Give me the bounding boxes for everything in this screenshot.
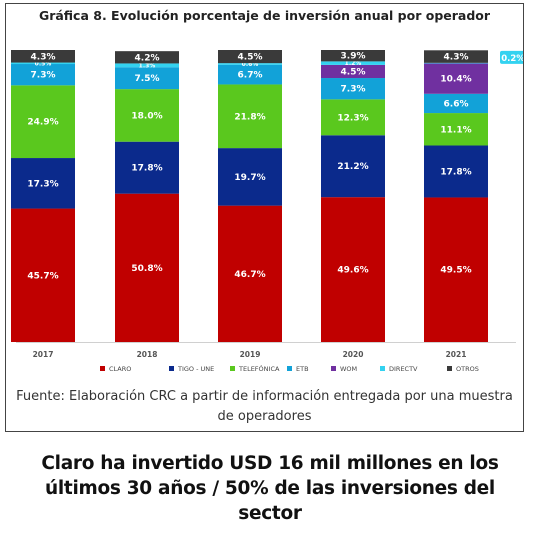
x-tick-label-2017: 2017 — [33, 350, 54, 359]
legend-label-otros: OTROS — [456, 365, 479, 373]
stacked-bar-chart: 45.7%17.3%24.9%7.3%0.5%4.3%201750.8%17.8… — [11, 50, 523, 373]
legend-label-claro: CLARO — [109, 365, 131, 373]
data-label-claro-2019: 46.7% — [234, 270, 265, 280]
data-label-etb-2021: 6.6% — [444, 99, 469, 109]
data-label-etb-2020: 7.3% — [341, 85, 366, 95]
bar-segment-otros-2018 — [115, 51, 179, 64]
bar-segment-claro-2021 — [424, 197, 488, 342]
bar-segment-etb-2018 — [115, 67, 179, 90]
bar-segment-tigo-une-2017 — [11, 158, 75, 209]
data-label-claro-2017: 45.7% — [27, 271, 58, 281]
source-note: Fuente: Elaboración CRC a partir de info… — [16, 389, 513, 424]
bar-segment-directv-2021 — [424, 62, 488, 64]
bar-segment-telef-nica-2021 — [424, 113, 488, 146]
bar-segment-directv-2019 — [218, 63, 282, 65]
chart-title: Gráfica 8. Evolución porcentaje de inver… — [38, 8, 491, 23]
data-label-claro-2021: 49.5% — [440, 266, 471, 276]
legend-swatch-telef-nica — [230, 366, 235, 371]
bar-segment-etb-2021 — [424, 93, 488, 114]
data-label-otros-2019: 4.5% — [238, 53, 263, 63]
data-label-directv-2021: 0.2% — [501, 54, 523, 64]
bar-segment-claro-2017 — [11, 208, 75, 342]
bar-segment-claro-2018 — [115, 193, 179, 342]
legend-swatch-tigo-une — [169, 366, 174, 371]
data-label-wom-2021: 10.4% — [440, 75, 471, 85]
data-label-claro-2020: 49.6% — [337, 266, 368, 276]
bar-segment-telef-nica-2019 — [218, 84, 282, 149]
bar-segment-tigo-une-2020 — [321, 135, 385, 198]
bar-segment-claro-2019 — [218, 205, 282, 342]
data-label-etb-2017: 7.3% — [31, 71, 56, 81]
bar-segment-tigo-une-2021 — [424, 145, 488, 198]
bar-segment-wom-2021 — [424, 63, 488, 94]
bar-segment-otros-2017 — [11, 50, 75, 63]
data-label-wom-2020: 4.5% — [341, 67, 366, 77]
data-label-tigo-une-2018: 17.8% — [131, 164, 162, 174]
x-tick-label-2019: 2019 — [240, 350, 261, 359]
data-label-tigo-une-2019: 19.7% — [234, 173, 265, 183]
x-tick-label-2021: 2021 — [446, 350, 467, 359]
bar-segment-etb-2019 — [218, 64, 282, 85]
bar-segment-directv-2020 — [321, 61, 385, 65]
data-label-etb-2018: 7.5% — [135, 74, 160, 84]
data-label-tigo-une-2020: 21.2% — [337, 162, 368, 172]
legend-label-directv: DIRECTV — [389, 365, 418, 373]
legend-label-telef-nica: TELEFÓNICA — [238, 364, 280, 373]
bar-segment-etb-2017 — [11, 64, 75, 86]
data-label-directv-2017: 0.5% — [35, 60, 52, 67]
headline: Claro ha invertido USD 16 mil millones e… — [41, 453, 499, 524]
data-label-otros-2018: 4.2% — [135, 53, 160, 63]
legend-swatch-etb — [287, 366, 292, 371]
legend-swatch-directv — [380, 366, 385, 371]
legend-swatch-otros — [447, 366, 452, 371]
data-label-otros-2021: 4.3% — [444, 53, 469, 63]
bar-segment-otros-2019 — [218, 50, 282, 64]
bar-segment-directv-2018 — [115, 63, 179, 68]
bar-segment-directv-2017 — [11, 62, 75, 65]
bar-segment-etb-2020 — [321, 78, 385, 100]
data-label-otros-2017: 4.3% — [31, 52, 56, 62]
data-label-telef-nica-2020: 12.3% — [337, 113, 368, 123]
bar-segment-otros-2020 — [321, 50, 385, 62]
data-label-directv-2020: 1.2% — [345, 60, 362, 67]
bar-segment-claro-2020 — [321, 197, 385, 342]
bar-segment-tigo-une-2019 — [218, 148, 282, 206]
data-label-etb-2019: 6.7% — [238, 71, 263, 81]
bar-segment-telef-nica-2017 — [11, 85, 75, 159]
data-label-directv-2018: 1.3% — [139, 62, 156, 69]
data-label-telef-nica-2021: 11.1% — [440, 125, 471, 135]
data-label-telef-nica-2019: 21.8% — [234, 112, 265, 122]
callout-box-directv-2021 — [500, 50, 523, 64]
legend-swatch-wom — [331, 366, 336, 371]
x-tick-label-2020: 2020 — [343, 350, 364, 359]
data-label-telef-nica-2017: 24.9% — [27, 118, 58, 128]
bar-segment-otros-2021 — [424, 50, 488, 63]
data-label-otros-2020: 3.9% — [341, 52, 366, 62]
bar-segment-tigo-une-2018 — [115, 141, 179, 194]
data-label-tigo-une-2021: 17.8% — [440, 167, 471, 177]
data-label-tigo-une-2017: 17.3% — [27, 179, 58, 189]
legend-label-wom: WOM — [340, 365, 357, 373]
data-label-telef-nica-2018: 18.0% — [131, 111, 162, 121]
x-tick-label-2018: 2018 — [137, 350, 158, 359]
chart-frame: Gráfica 8. Evolución porcentaje de inver… — [5, 3, 524, 432]
bar-segment-telef-nica-2020 — [321, 99, 385, 136]
legend-swatch-claro — [100, 366, 105, 371]
legend-label-etb: ETB — [296, 365, 309, 373]
data-label-directv-2019: 0.6% — [242, 61, 259, 68]
bar-segment-telef-nica-2018 — [115, 89, 179, 142]
bar-segment-wom-2020 — [321, 64, 385, 79]
data-label-claro-2018: 50.8% — [131, 264, 162, 274]
legend-label-tigo-une: TIGO - UNE — [177, 365, 214, 373]
